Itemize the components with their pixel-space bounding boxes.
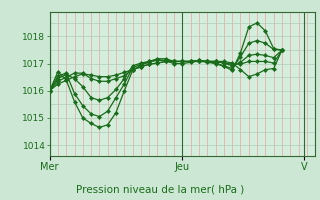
Text: Pression niveau de la mer( hPa ): Pression niveau de la mer( hPa )	[76, 184, 244, 194]
